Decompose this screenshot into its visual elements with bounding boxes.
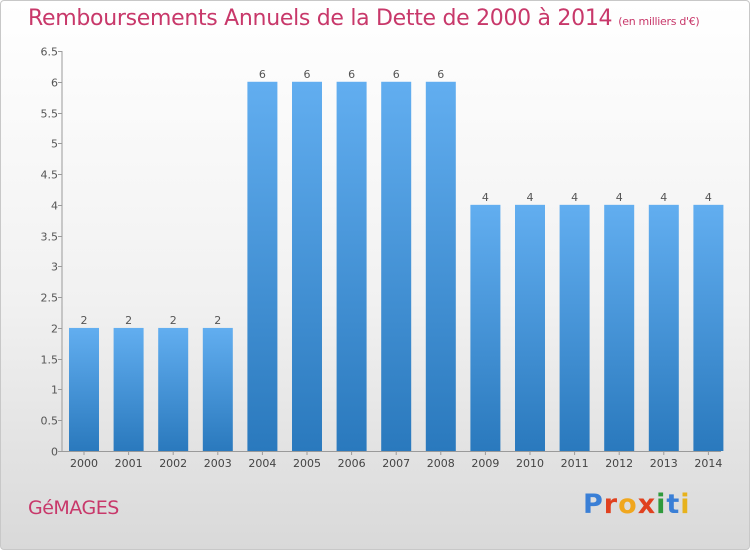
bar bbox=[247, 81, 278, 452]
y-tick-label: 4.5 bbox=[41, 169, 59, 182]
x-tick-label: 2009 bbox=[471, 457, 499, 470]
x-tick-label: 2014 bbox=[694, 457, 722, 470]
bar bbox=[693, 204, 724, 451]
bar bbox=[381, 81, 412, 452]
logo-letter: r bbox=[603, 489, 619, 520]
data-label: 4 bbox=[571, 191, 578, 204]
bar bbox=[113, 327, 144, 451]
x-tick-label: 2008 bbox=[427, 457, 455, 470]
y-tick-label: 5 bbox=[51, 138, 58, 151]
data-label: 4 bbox=[705, 191, 712, 204]
proxiti-logo: Proxiti bbox=[583, 489, 691, 520]
x-tick-label: 2010 bbox=[516, 457, 544, 470]
y-tick-label: 2.5 bbox=[41, 292, 59, 305]
logo-letter: P bbox=[583, 489, 604, 520]
bar bbox=[158, 327, 189, 451]
data-label: 4 bbox=[616, 191, 623, 204]
x-tick-label: 2012 bbox=[605, 457, 633, 470]
bar bbox=[470, 204, 501, 451]
logo-letter: o bbox=[618, 489, 638, 520]
y-tick-label: 2 bbox=[51, 323, 58, 336]
y-tick-label: 6 bbox=[51, 77, 58, 90]
logo-letter: x bbox=[637, 489, 657, 520]
y-tick-label: 0 bbox=[51, 446, 58, 459]
x-tick-label: 2007 bbox=[382, 457, 410, 470]
data-label: 4 bbox=[527, 191, 534, 204]
x-tick-label: 2000 bbox=[70, 457, 98, 470]
y-tick-label: 5.5 bbox=[41, 108, 59, 121]
y-tick-label: 0.5 bbox=[41, 415, 59, 428]
logo-letter: i bbox=[656, 489, 667, 520]
x-tick-label: 2004 bbox=[248, 457, 276, 470]
data-label: 2 bbox=[81, 314, 88, 327]
commune-name: GéMAGES bbox=[28, 497, 119, 519]
logo-letter: i bbox=[680, 489, 691, 520]
bar bbox=[648, 204, 679, 451]
x-tick-label: 2003 bbox=[204, 457, 232, 470]
chart-subtitle: (en milliers d'€) bbox=[618, 15, 700, 28]
x-tick-label: 2002 bbox=[159, 457, 187, 470]
bar bbox=[336, 81, 367, 452]
data-label: 6 bbox=[259, 68, 266, 81]
x-tick-label: 2001 bbox=[115, 457, 143, 470]
y-tick-label: 3 bbox=[51, 261, 58, 274]
bar bbox=[425, 81, 456, 452]
x-tick-label: 2006 bbox=[338, 457, 366, 470]
bar bbox=[69, 327, 99, 451]
y-tick-label: 6.5 bbox=[41, 46, 59, 59]
data-label: 2 bbox=[125, 314, 132, 327]
chart-title: Remboursements Annuels de la Dette de 20… bbox=[28, 6, 700, 31]
data-label: 6 bbox=[393, 68, 400, 81]
data-label: 6 bbox=[437, 68, 444, 81]
data-label: 4 bbox=[660, 191, 667, 204]
y-tick-label: 4 bbox=[51, 200, 58, 213]
logo-letter: t bbox=[666, 489, 681, 520]
x-tick-label: 2005 bbox=[293, 457, 321, 470]
data-label: 6 bbox=[304, 68, 311, 81]
data-label: 6 bbox=[348, 68, 355, 81]
bar bbox=[604, 204, 635, 451]
x-tick-label: 2011 bbox=[561, 457, 589, 470]
y-tick-label: 3.5 bbox=[41, 231, 59, 244]
data-label: 2 bbox=[170, 314, 177, 327]
data-label: 2 bbox=[214, 314, 221, 327]
data-label: 4 bbox=[482, 191, 489, 204]
y-tick-label: 1.5 bbox=[41, 354, 59, 367]
bar bbox=[515, 204, 545, 451]
bar bbox=[202, 327, 233, 451]
bar bbox=[559, 204, 590, 451]
y-tick-label: 1 bbox=[51, 384, 58, 397]
x-tick-label: 2013 bbox=[650, 457, 678, 470]
bar bbox=[292, 81, 322, 452]
